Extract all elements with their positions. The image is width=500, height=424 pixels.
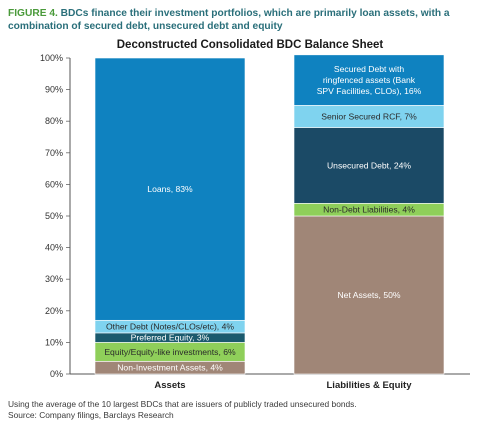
- y-tick-label: 100%: [40, 53, 63, 63]
- bar-segment: [94, 57, 246, 321]
- bar-segment: [293, 215, 445, 375]
- segment-label: Senior Secured RCF, 7%: [321, 111, 417, 121]
- segment-label: Non-Investment Assets, 4%: [117, 363, 223, 373]
- chart-title: Deconstructed Consolidated BDC Balance S…: [117, 39, 384, 51]
- y-tick-label: 10%: [45, 337, 63, 347]
- y-tick-label: 90%: [45, 85, 63, 95]
- footnote-method: Using the average of the 10 largest BDCs…: [8, 399, 357, 409]
- y-tick-label: 70%: [45, 148, 63, 158]
- y-tick-label: 30%: [45, 274, 63, 284]
- figure-label: FIGURE 4.: [8, 8, 58, 19]
- segment-label: Net Assets, 50%: [337, 290, 400, 300]
- y-tick-label: 40%: [45, 243, 63, 253]
- footnote: Using the average of the 10 largest BDCs…: [8, 399, 492, 420]
- y-tick-label: 20%: [45, 306, 63, 316]
- segment-label: Secured Debt with: [334, 64, 404, 74]
- figure-heading: FIGURE 4. BDCs finance their investment …: [8, 7, 492, 33]
- segment-label: Preferred Equity, 3%: [131, 333, 210, 343]
- y-tick-label: 50%: [45, 211, 63, 221]
- segment-label: Unsecured Debt, 24%: [327, 160, 411, 170]
- y-tick-label: 60%: [45, 179, 63, 189]
- segment-label: Non-Debt Liabilities, 4%: [323, 205, 415, 215]
- category-label: Liabilities & Equity: [327, 380, 413, 391]
- segment-label: SPV Facilities, CLOs), 16%: [317, 86, 422, 96]
- bar-segment: [293, 54, 445, 106]
- y-tick-label: 80%: [45, 116, 63, 126]
- figure-caption: BDCs finance their investment portfolios…: [8, 8, 450, 32]
- footnote-source: Source: Company filings, Barclays Resear…: [8, 409, 174, 420]
- bar-segment: [293, 127, 445, 204]
- segment-label: Equity/Equity-like investments, 6%: [104, 347, 236, 357]
- segment-label: ringfenced assets (Bank: [323, 75, 416, 85]
- segment-label: Loans, 83%: [147, 184, 193, 194]
- segment-label: Other Debt (Notes/CLOs/etc), 4%: [106, 322, 234, 332]
- category-label: Assets: [154, 380, 185, 391]
- stacked-bar-chart: Deconstructed Consolidated BDC Balance S…: [40, 39, 470, 391]
- y-tick-label: 0%: [50, 369, 63, 379]
